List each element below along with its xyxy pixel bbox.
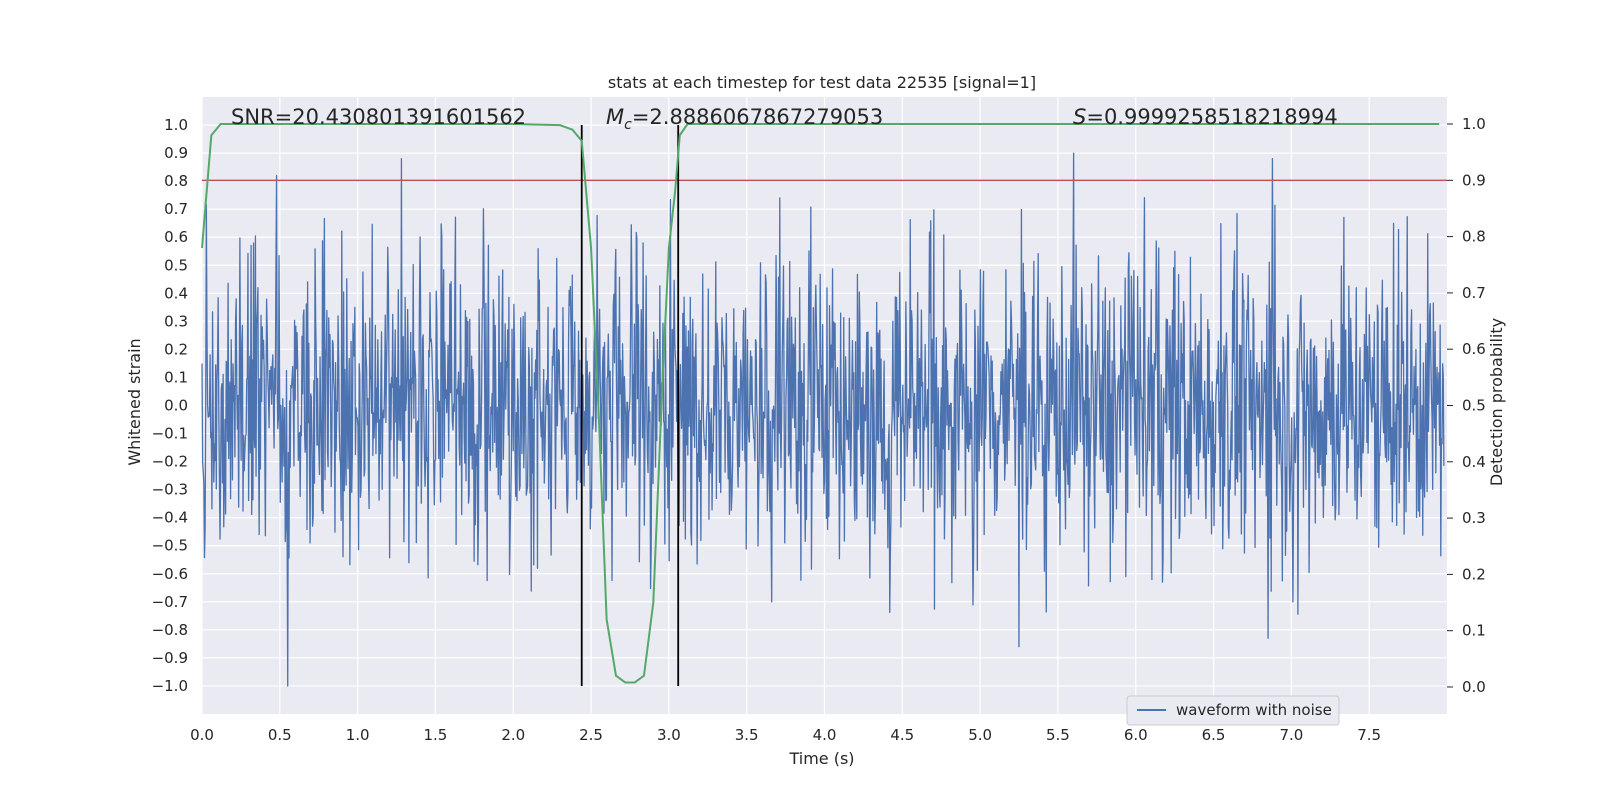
y-tick-label: 0.7 xyxy=(164,200,188,218)
x-tick-label: 7.0 xyxy=(1279,726,1303,744)
y-axis-title: Whitened strain xyxy=(125,338,144,465)
x-tick-label: 5.5 xyxy=(1046,726,1070,744)
y-tick-label: 0.1 xyxy=(164,368,188,386)
s-annotation: S=0.9999258518218994 xyxy=(1073,105,1338,129)
y-tick-label: −0.4 xyxy=(152,509,188,527)
x-tick-label: 2.5 xyxy=(579,726,603,744)
s-value: =0.9999258518218994 xyxy=(1086,105,1337,129)
x-tick-label: 4.5 xyxy=(890,726,914,744)
y-tick-label: 0.2 xyxy=(164,340,188,358)
y-tick-label: −0.6 xyxy=(152,565,188,583)
y2-tick-label: 0.7 xyxy=(1462,284,1486,302)
y-tick-label: 0.0 xyxy=(164,397,188,415)
y2-tick-label: 0.3 xyxy=(1462,509,1486,527)
x-tick-label: 1.0 xyxy=(346,726,370,744)
y2-tick-label: 0.2 xyxy=(1462,565,1486,583)
mc-annotation: Mc=2.8886067867279053 xyxy=(606,105,883,133)
y-tick-label: −0.1 xyxy=(152,425,188,443)
mc-value: =2.8886067867279053 xyxy=(632,105,883,129)
mc-symbol: M xyxy=(606,105,624,129)
s-symbol: S xyxy=(1073,105,1086,129)
y2-tick-label: 0.6 xyxy=(1462,340,1486,358)
y2-tick-label: 0.4 xyxy=(1462,453,1486,471)
y2-axis-title: Detection probability xyxy=(1487,318,1506,486)
x-tick-label: 3.5 xyxy=(735,726,759,744)
y-tick-label: −0.2 xyxy=(152,453,188,471)
y2-tick-label: 0.0 xyxy=(1462,678,1486,696)
x-tick-label: 7.5 xyxy=(1357,726,1381,744)
y-tick-label: 0.6 xyxy=(164,228,188,246)
y-tick-label: −0.7 xyxy=(152,593,188,611)
x-tick-label: 0.0 xyxy=(190,726,214,744)
x-tick-label: 3.0 xyxy=(657,726,681,744)
y2-tick-label: 1.0 xyxy=(1462,115,1486,133)
y2-tick-label: 0.8 xyxy=(1462,228,1486,246)
y2-tick-label: 0.1 xyxy=(1462,622,1486,640)
overlay xyxy=(201,123,1447,686)
waveform-line xyxy=(201,152,1445,687)
snr-annotation: SNR=20.430801391601562 xyxy=(231,105,526,129)
y-tick-label: −0.3 xyxy=(152,481,188,499)
y-tick-label: −0.8 xyxy=(152,621,188,639)
x-tick-label: 4.0 xyxy=(813,726,837,744)
y2-tick-label: 0.9 xyxy=(1462,171,1486,189)
legend-box xyxy=(1126,695,1340,726)
y-tick-label: 0.9 xyxy=(164,144,188,162)
y-tick-label: −1.0 xyxy=(152,677,188,695)
detection-probability-line xyxy=(201,123,1440,684)
y-tick-label: −0.9 xyxy=(152,649,188,667)
y-tick-label: −0.5 xyxy=(152,537,188,555)
y-tick-label: 0.4 xyxy=(164,284,188,302)
y-tick-label: 0.3 xyxy=(164,312,188,330)
y-tick-label: 0.8 xyxy=(164,172,188,190)
x-tick-label: 5.0 xyxy=(968,726,992,744)
grid xyxy=(201,97,1447,714)
x-tick-label: 2.0 xyxy=(501,726,525,744)
tick-labels: 0.0 0.5 1.0 1.5 2.0 2.5 3.0 3.5 4.0 4.5 5.0 5.5 6.0 6… xyxy=(152,115,1486,744)
y2-tick-label: 0.5 xyxy=(1462,397,1486,415)
x-tick-label: 6.5 xyxy=(1202,726,1226,744)
x-tick-label: 6.0 xyxy=(1124,726,1148,744)
chart-title: stats at each timestep for test data 225… xyxy=(608,73,1036,92)
y-tick-label: 1.0 xyxy=(164,116,188,134)
mc-subscript: c xyxy=(624,117,632,133)
x-axis-title: Time (s) xyxy=(788,749,854,768)
waveform-series xyxy=(201,152,1445,687)
x-tick-label: 1.5 xyxy=(424,726,448,744)
x-tick-label: 0.5 xyxy=(268,726,292,744)
legend: waveform with noise xyxy=(1126,695,1340,726)
legend-label: waveform with noise xyxy=(1176,701,1332,719)
y-tick-label: 0.5 xyxy=(164,256,188,274)
